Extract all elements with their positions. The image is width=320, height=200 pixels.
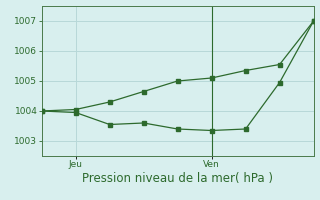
X-axis label: Pression niveau de la mer( hPa ): Pression niveau de la mer( hPa ) bbox=[82, 172, 273, 185]
